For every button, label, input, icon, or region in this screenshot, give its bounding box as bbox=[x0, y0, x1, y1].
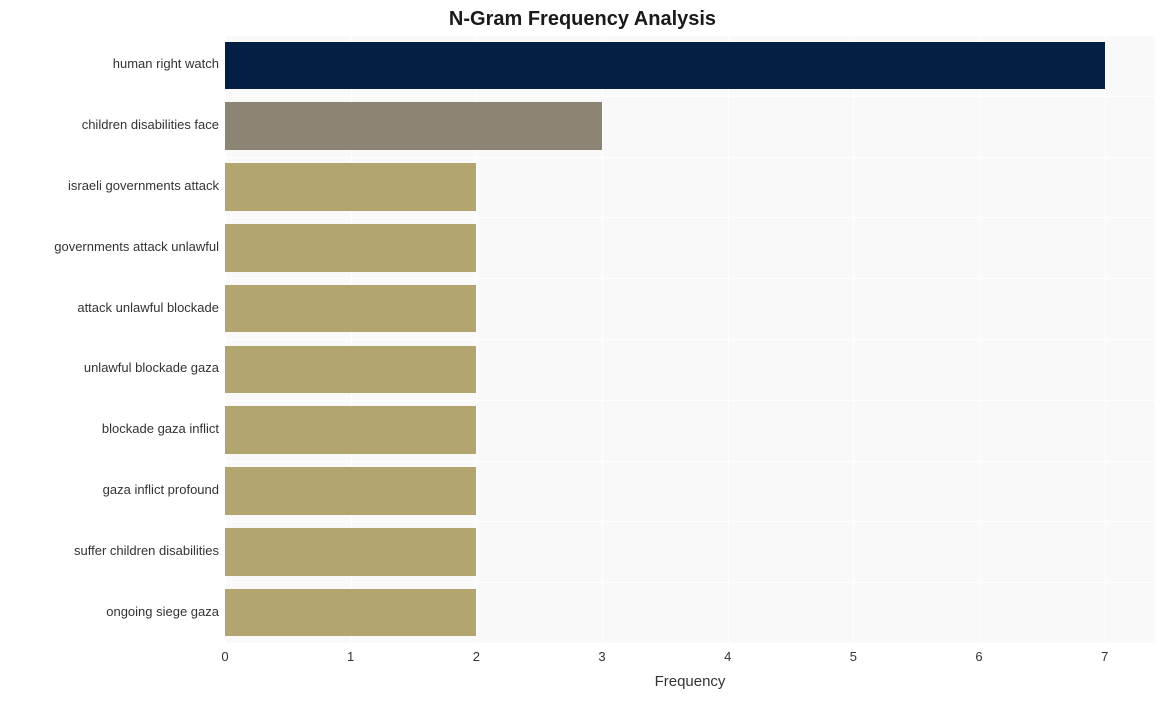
y-tick-label: unlawful blockade gaza bbox=[84, 360, 219, 375]
grid-line bbox=[225, 400, 1155, 401]
y-tick-label: israeli governments attack bbox=[68, 178, 219, 193]
y-tick-label: suffer children disabilities bbox=[74, 543, 219, 558]
y-tick-label: children disabilities face bbox=[82, 117, 219, 132]
x-tick-label: 2 bbox=[473, 649, 480, 664]
x-tick-label: 3 bbox=[598, 649, 605, 664]
y-tick-label: gaza inflict profound bbox=[103, 482, 219, 497]
grid-line bbox=[225, 339, 1155, 340]
y-tick-label: attack unlawful blockade bbox=[77, 300, 219, 315]
x-tick-label: 7 bbox=[1101, 649, 1108, 664]
y-tick-label: blockade gaza inflict bbox=[102, 421, 219, 436]
bar bbox=[225, 346, 476, 393]
chart-title: N-Gram Frequency Analysis bbox=[0, 8, 1165, 31]
grid-line bbox=[225, 96, 1155, 97]
grid-line bbox=[225, 278, 1155, 279]
x-tick-label: 1 bbox=[347, 649, 354, 664]
x-axis-label: Frequency bbox=[225, 673, 1155, 690]
grid-line bbox=[225, 157, 1155, 158]
bar bbox=[225, 285, 476, 332]
grid-line bbox=[225, 217, 1155, 218]
bar bbox=[225, 589, 476, 636]
grid-line bbox=[225, 521, 1155, 522]
bar bbox=[225, 467, 476, 514]
y-tick-label: human right watch bbox=[113, 56, 219, 71]
grid-line bbox=[225, 582, 1155, 583]
y-tick-label: governments attack unlawful bbox=[54, 239, 219, 254]
bar bbox=[225, 163, 476, 210]
bar bbox=[225, 406, 476, 453]
grid-line bbox=[225, 35, 1155, 36]
ngram-frequency-chart: N-Gram Frequency Analysis human right wa… bbox=[0, 0, 1165, 701]
x-tick-label: 6 bbox=[975, 649, 982, 664]
plot-area bbox=[225, 35, 1155, 643]
bar bbox=[225, 102, 602, 149]
bar bbox=[225, 42, 1105, 89]
grid-line bbox=[225, 643, 1155, 644]
x-tick-label: 5 bbox=[850, 649, 857, 664]
x-tick-label: 4 bbox=[724, 649, 731, 664]
bar bbox=[225, 224, 476, 271]
grid-line bbox=[225, 461, 1155, 462]
bar bbox=[225, 528, 476, 575]
x-tick-label: 0 bbox=[221, 649, 228, 664]
y-tick-label: ongoing siege gaza bbox=[106, 604, 219, 619]
